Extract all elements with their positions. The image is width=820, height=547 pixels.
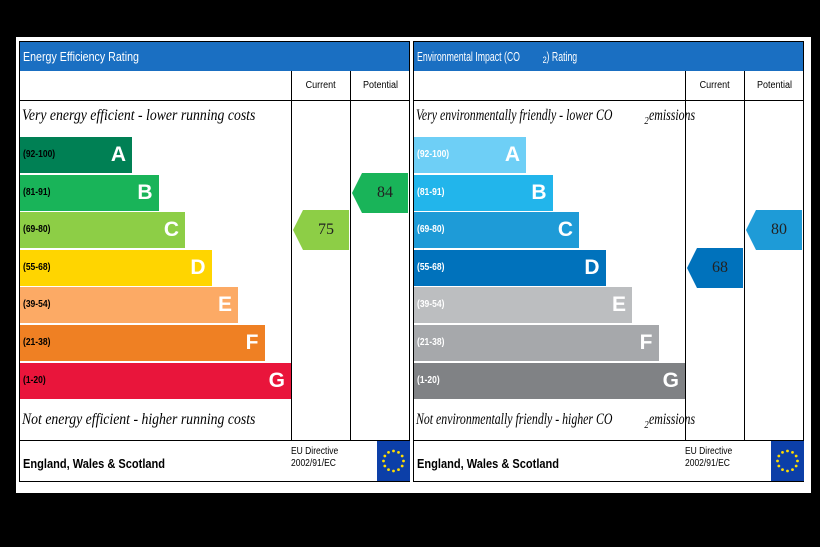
band-range-label: (69-80) xyxy=(23,224,51,236)
band-letter-label: F xyxy=(245,331,259,354)
band-letter-label: D xyxy=(584,255,600,279)
rating-band-e: (39-54) E xyxy=(414,287,632,324)
band-letter-label: E xyxy=(217,293,232,317)
arrow-shape xyxy=(293,210,349,251)
potential-rating-value: 80 xyxy=(771,221,787,239)
rating-band-c: (69-80) C xyxy=(20,212,185,249)
band-range-label: (21-38) xyxy=(23,337,51,348)
arrow-shape xyxy=(746,210,802,251)
potential-column-header: Potential xyxy=(362,80,398,91)
region-label: England, Wales & Scotland xyxy=(23,456,166,471)
band-range-label: (39-54) xyxy=(23,299,51,311)
rating-band-d: (55-68) D xyxy=(20,249,212,286)
current-rating-value: 68 xyxy=(712,258,728,276)
band-range-label: (55-68) xyxy=(417,261,445,273)
top-caption: Very energy efficient - lower running co… xyxy=(22,107,256,124)
band-letter-label: C xyxy=(557,218,573,242)
current-rating-value: 75 xyxy=(318,221,334,239)
current-column-header: Current xyxy=(305,80,336,91)
environmental-impact-panel: Environmental Impact (CO 2) Rating Curren… xyxy=(413,41,804,482)
energy-efficiency-panel: Energy Efficiency Rating Current Potenti… xyxy=(19,41,410,482)
column-divider xyxy=(291,71,292,440)
rating-band-e: (39-54) E xyxy=(20,287,238,324)
rating-band-g: (1-20) G xyxy=(20,362,291,399)
band-range-label: (92-100) xyxy=(417,149,450,160)
band-range-label: (81-91) xyxy=(417,186,445,198)
band-range-label: (92-100) xyxy=(23,149,56,160)
region-label: England, Wales & Scotland xyxy=(417,456,560,471)
band-letter-label: B xyxy=(137,180,153,204)
rating-grid: Current Potential Very environmentally f… xyxy=(414,71,804,481)
rating-band-b: (81-91) B xyxy=(20,174,159,211)
rating-band-c: (69-80) C xyxy=(414,212,579,249)
potential-rating-arrow: 84 xyxy=(352,172,408,213)
current-column-header: Current xyxy=(699,80,730,91)
band-letter-label: G xyxy=(268,368,285,392)
rating-band-f: (21-38) F xyxy=(20,325,265,361)
bottom-caption: Not environmentally friendly - higher CO… xyxy=(416,411,695,432)
column-divider xyxy=(744,71,745,440)
current-rating-arrow: 68 xyxy=(687,247,743,288)
top-caption: Very environmentally friendly - lower CO… xyxy=(416,107,695,128)
rating-band-a: (92-100) A xyxy=(414,137,526,173)
panel-title: Environmental Impact (CO 2) Rating xyxy=(414,42,803,71)
arrow-shape xyxy=(352,172,408,213)
eu-directive: EU Directive 2002/91/EC xyxy=(685,446,733,469)
rating-band-d: (55-68) D xyxy=(414,249,606,286)
rating-band-g: (1-20) G xyxy=(414,362,685,399)
panel-title: Energy Efficiency Rating xyxy=(20,42,409,71)
eu-flag-icon xyxy=(771,441,804,481)
band-letter-label: A xyxy=(110,143,126,166)
bottom-caption: Not energy efficient - higher running co… xyxy=(22,411,256,428)
rating-band-f: (21-38) F xyxy=(414,325,659,361)
rating-grid: Current Potential Very energy efficient … xyxy=(20,71,410,481)
band-letter-label: G xyxy=(662,368,679,392)
band-range-label: (81-91) xyxy=(23,186,51,198)
band-letter-label: C xyxy=(163,218,179,242)
band-letter-label: B xyxy=(531,180,547,204)
current-rating-arrow: 75 xyxy=(293,210,349,251)
arrow-shape xyxy=(687,247,743,288)
footer-divider xyxy=(414,440,803,441)
header-divider xyxy=(414,100,803,101)
potential-rating-arrow: 80 xyxy=(746,210,802,251)
footer-divider xyxy=(20,440,409,441)
band-range-label: (55-68) xyxy=(23,261,51,273)
panel-title-text: Environmental Impact (CO 2) Rating xyxy=(417,49,578,65)
band-range-label: (1-20) xyxy=(417,374,440,386)
band-letter-label: F xyxy=(639,331,653,354)
rating-band-a: (92-100) A xyxy=(20,137,132,173)
panel-title-text: Energy Efficiency Rating xyxy=(23,49,139,64)
column-divider xyxy=(685,71,686,440)
header-divider xyxy=(20,100,409,101)
eu-directive: EU Directive 2002/91/EC xyxy=(291,446,339,469)
eu-flag-icon xyxy=(377,441,410,481)
band-range-label: (39-54) xyxy=(417,299,445,311)
band-letter-label: D xyxy=(190,255,206,279)
potential-rating-value: 84 xyxy=(377,183,393,201)
potential-column-header: Potential xyxy=(756,80,792,91)
eu-stars-icon xyxy=(776,449,799,473)
rating-band-b: (81-91) B xyxy=(414,174,553,211)
band-letter-label: A xyxy=(504,143,520,166)
column-divider xyxy=(350,71,351,440)
band-range-label: (1-20) xyxy=(23,374,46,386)
band-range-label: (21-38) xyxy=(417,337,445,348)
eu-stars-icon xyxy=(382,449,405,473)
band-letter-label: E xyxy=(611,293,626,317)
band-range-label: (69-80) xyxy=(417,224,445,236)
